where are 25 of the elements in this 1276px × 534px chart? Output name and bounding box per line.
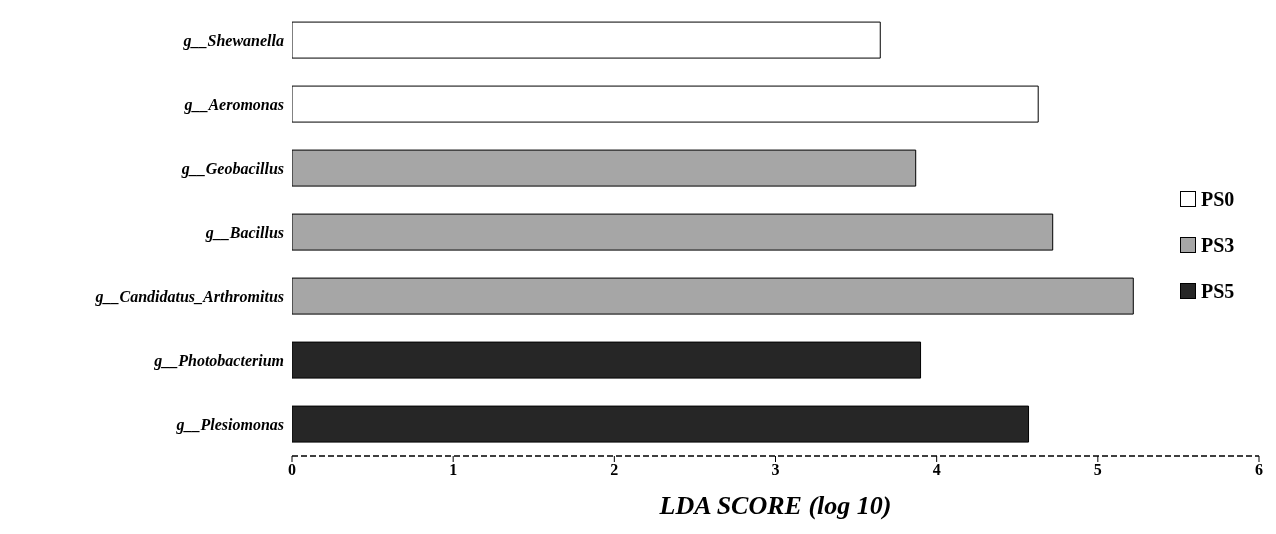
y-tick-label: g__Shewanella xyxy=(182,31,284,50)
x-tick-label: 5 xyxy=(1093,461,1102,479)
bar xyxy=(292,213,1054,251)
bar xyxy=(292,341,922,379)
bar xyxy=(292,277,1134,315)
x-tick-label: 6 xyxy=(1255,461,1263,479)
y-tick-label: g__Geobacillus xyxy=(180,159,284,178)
x-tick-label: 3 xyxy=(771,461,780,479)
bar xyxy=(292,149,917,187)
bar xyxy=(292,21,881,59)
x-tick-label: 2 xyxy=(610,461,619,479)
y-tick-label: g__Photobacterium xyxy=(153,351,284,370)
legend-label: PS5 xyxy=(1201,279,1235,303)
y-tick-label: g__Candidatus_Arthromitus xyxy=(94,287,284,306)
bar xyxy=(292,85,1039,123)
x-tick-label: 4 xyxy=(932,461,941,479)
y-tick-label: g__Aeromonas xyxy=(183,95,284,114)
y-tick-label: g__Plesiomonas xyxy=(175,415,284,434)
bar xyxy=(292,405,1030,443)
x-tick-label: 1 xyxy=(449,461,458,479)
legend-label: PS0 xyxy=(1201,187,1235,211)
x-tick-label: 0 xyxy=(288,461,296,479)
x-axis-title: LDA SCORE (log 10) xyxy=(658,491,892,520)
y-tick-label: g__Bacillus xyxy=(204,223,284,242)
legend-label: PS3 xyxy=(1201,233,1235,257)
